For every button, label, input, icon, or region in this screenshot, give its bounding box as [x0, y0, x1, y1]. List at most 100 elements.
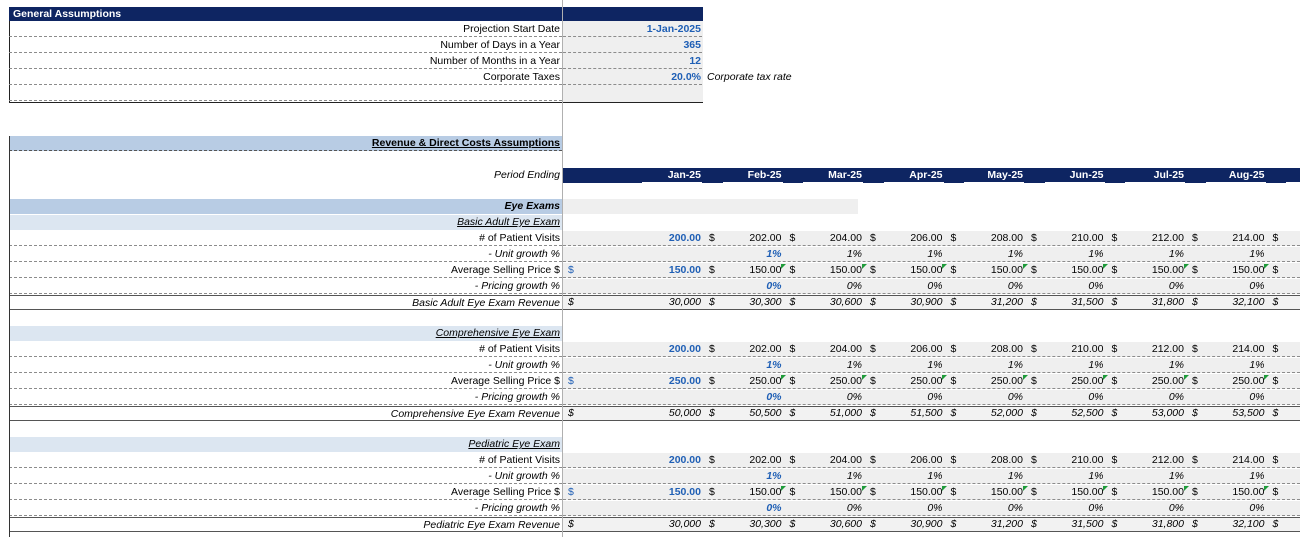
general-row-label: Corporate Taxes	[9, 70, 562, 85]
revenue-value: 30,300	[749, 518, 782, 530]
visits-value: 212.00	[1151, 232, 1184, 244]
currency-symbol: $	[1272, 375, 1279, 387]
pricing-growth-value[interactable]: 0%	[766, 502, 782, 514]
price-value[interactable]: 150.00	[668, 264, 701, 276]
currency-symbol: $	[1031, 486, 1037, 498]
comment-marker-icon	[1103, 375, 1108, 380]
comment-marker-icon	[1022, 486, 1028, 491]
pricing-growth-value: 0%	[927, 391, 943, 403]
revenue-row-bg	[563, 406, 1300, 421]
visits-value: 208.00	[990, 454, 1023, 466]
comment-marker-icon	[1183, 375, 1189, 380]
price-value: 150.00	[749, 264, 782, 276]
pricing-growth-value: 0%	[1007, 502, 1023, 514]
general-row-value[interactable]: 20.0%	[563, 70, 702, 85]
month-header: Feb-25	[722, 168, 783, 183]
unit-growth-value[interactable]: 1%	[766, 248, 782, 260]
unit-growth-value: 1%	[1088, 248, 1104, 260]
comment-marker-icon	[942, 486, 947, 491]
currency-symbol: $	[789, 375, 796, 387]
currency-symbol: $	[1111, 518, 1118, 530]
visits-value[interactable]: 200.00	[668, 454, 701, 466]
unit-growth-value[interactable]: 1%	[766, 359, 782, 371]
general-input-column	[563, 21, 703, 102]
general-row-value[interactable]: 365	[563, 38, 702, 53]
revenue-value: 30,000	[668, 296, 701, 308]
currency-symbol: $	[950, 375, 957, 387]
revenue-row-bg	[563, 295, 1300, 310]
general-empty-row	[9, 86, 562, 101]
price-value: 250.00	[1286, 374, 1300, 389]
currency-symbol: $	[1192, 486, 1198, 498]
comment-marker-icon	[861, 264, 867, 269]
currency-symbol: $	[568, 518, 574, 530]
month-header: Jun-25	[1044, 168, 1105, 183]
revenue-value: 32,400	[1286, 517, 1300, 532]
pricing-growth-value[interactable]: 0%	[766, 280, 782, 292]
unit-growth-value: 1%	[1286, 469, 1300, 484]
currency-symbol: $	[1031, 343, 1037, 355]
currency-symbol: $	[950, 518, 957, 530]
visits-value[interactable]: 200.00	[668, 343, 701, 355]
price-value: 250.00	[1071, 375, 1104, 387]
unit-growth-label: - Unit growth %	[9, 469, 562, 484]
currency-symbol: $	[1192, 375, 1198, 387]
currency-symbol: $	[568, 486, 574, 498]
visits-value[interactable]: 200.00	[668, 232, 701, 244]
currency-symbol: $	[1272, 343, 1279, 355]
general-row-value[interactable]: 1-Jan-2025	[563, 22, 702, 37]
price-value: 150.00	[1232, 486, 1265, 498]
comment-marker-icon	[1103, 264, 1108, 269]
revenue-value: 52,500	[1071, 407, 1104, 419]
price-label: Average Selling Price $	[9, 263, 562, 278]
unit-growth-value: 1%	[1007, 248, 1023, 260]
revenue-value: 53,000	[1151, 407, 1184, 419]
unit-growth-value: 1%	[1249, 359, 1265, 371]
visits-value: 204.00	[829, 232, 862, 244]
unit-growth-value: 1%	[1249, 248, 1265, 260]
visits-value: 212.00	[1151, 343, 1184, 355]
currency-symbol: $	[709, 407, 715, 419]
currency-symbol: $	[568, 375, 574, 387]
visits-value: 206.00	[910, 232, 943, 244]
currency-symbol: $	[950, 454, 957, 466]
currency-symbol: $	[789, 407, 796, 419]
month-header: Apr-25	[883, 168, 944, 183]
unit-growth-value: 1%	[1249, 470, 1265, 482]
pricing-growth-row-bg	[563, 501, 1300, 516]
visits-value: 204.00	[829, 343, 862, 355]
revenue-row-bg	[563, 517, 1300, 532]
currency-symbol: $	[709, 343, 715, 355]
visits-value: 202.00	[749, 343, 782, 355]
unit-growth-value[interactable]: 1%	[766, 470, 782, 482]
price-value[interactable]: 250.00	[668, 375, 701, 387]
revenue-value: 30,600	[829, 296, 862, 308]
currency-symbol: $	[870, 407, 876, 419]
comment-marker-icon	[1264, 486, 1269, 491]
unit-growth-value: 1%	[846, 470, 862, 482]
price-row-bg	[563, 485, 1300, 500]
price-value[interactable]: 150.00	[668, 486, 701, 498]
comment-marker-icon	[1264, 264, 1269, 269]
comment-marker-icon	[781, 264, 786, 269]
month-header: Jan-25	[642, 168, 702, 183]
pricing-growth-label: - Pricing growth %	[9, 390, 562, 405]
currency-symbol: $	[1272, 296, 1279, 308]
currency-symbol: $	[870, 296, 876, 308]
currency-symbol: $	[789, 486, 796, 498]
visits-row-bg	[563, 342, 1300, 357]
visits-value: 212.00	[1151, 454, 1184, 466]
general-row-value[interactable]: 12	[563, 54, 702, 69]
revenue-value: 51,500	[910, 407, 943, 419]
unit-growth-value: 1%	[1286, 358, 1300, 373]
eye-exams-category-row: Eye Exams	[9, 199, 562, 214]
currency-symbol: $	[568, 264, 574, 276]
price-value: 150.00	[1286, 263, 1300, 278]
currency-symbol: $	[789, 343, 796, 355]
currency-symbol: $	[950, 343, 957, 355]
pricing-growth-value[interactable]: 0%	[766, 391, 782, 403]
visits-value: 206.00	[910, 454, 943, 466]
revenue-value: 32,400	[1286, 295, 1300, 310]
revenue-value: 52,000	[990, 407, 1023, 419]
pricing-growth-value: 0%	[1168, 391, 1184, 403]
